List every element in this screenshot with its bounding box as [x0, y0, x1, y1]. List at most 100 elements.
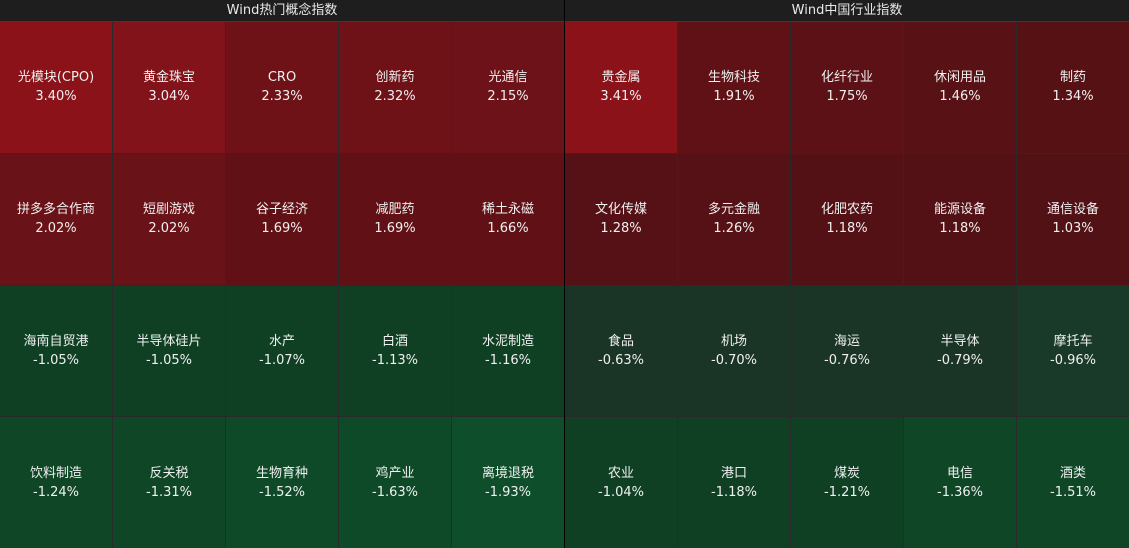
index-tile[interactable]: 生物科技 1.91%: [678, 22, 790, 153]
index-tile[interactable]: 食品 -0.63%: [565, 285, 677, 417]
index-tile[interactable]: 生物育种 -1.52%: [226, 417, 338, 548]
index-change-percent: 1.18%: [826, 221, 868, 237]
index-change-percent: 3.04%: [148, 89, 190, 105]
index-tile[interactable]: 水产 -1.07%: [226, 285, 338, 417]
index-tile[interactable]: 摩托车 -0.96%: [1017, 285, 1129, 417]
index-name: 水泥制造: [481, 333, 534, 349]
index-change-percent: -0.70%: [711, 352, 757, 368]
index-tile[interactable]: 电信 -1.36%: [904, 417, 1016, 548]
index-tile[interactable]: 化纤行业 1.75%: [791, 22, 903, 153]
index-change-percent: 1.75%: [826, 89, 868, 105]
index-name: 酒类: [1059, 465, 1086, 481]
index-tile[interactable]: 化肥农药 1.18%: [791, 153, 903, 285]
index-tile[interactable]: 离境退税 -1.93%: [452, 417, 564, 548]
index-tile[interactable]: 港口 -1.18%: [678, 417, 790, 548]
industry-index-title: Wind中国行业指数: [565, 0, 1129, 22]
index-tile[interactable]: 谷子经济 1.69%: [226, 153, 338, 285]
index-tile[interactable]: 半导体 -0.79%: [904, 285, 1016, 417]
index-change-percent: 1.91%: [713, 89, 755, 105]
index-tile[interactable]: 拼多多合作商 2.02%: [0, 153, 112, 285]
index-name: 短剧游戏: [142, 202, 195, 218]
index-tile[interactable]: 休闲用品 1.46%: [904, 22, 1016, 153]
index-name: 水产: [268, 333, 295, 349]
index-change-percent: -1.16%: [485, 352, 531, 368]
index-change-percent: 2.02%: [35, 221, 77, 237]
index-tile[interactable]: 创新药 2.32%: [339, 22, 451, 153]
index-tile[interactable]: 海运 -0.76%: [791, 285, 903, 417]
index-name: 农业: [607, 465, 634, 481]
index-change-percent: 2.15%: [487, 89, 529, 105]
index-change-percent: 2.33%: [261, 89, 303, 105]
index-name: 海南自贸港: [23, 333, 89, 349]
index-tile[interactable]: 饮料制造 -1.24%: [0, 417, 112, 548]
index-name: 文化传媒: [594, 202, 647, 218]
index-name: 减肥药: [375, 202, 415, 218]
index-name: 饮料制造: [29, 465, 82, 481]
index-change-percent: 1.69%: [261, 221, 303, 237]
index-name: 谷子经济: [255, 202, 308, 218]
index-tile[interactable]: 农业 -1.04%: [565, 417, 677, 548]
index-change-percent: -1.31%: [146, 484, 192, 500]
index-name: 通信设备: [1046, 202, 1099, 218]
index-tile[interactable]: 反关税 -1.31%: [113, 417, 225, 548]
index-tile[interactable]: 机场 -0.70%: [678, 285, 790, 417]
index-tile[interactable]: 减肥药 1.69%: [339, 153, 451, 285]
index-tile[interactable]: 黄金珠宝 3.04%: [113, 22, 225, 153]
index-name: 贵金属: [601, 70, 641, 86]
index-change-percent: 3.40%: [35, 89, 77, 105]
index-change-percent: -1.21%: [824, 484, 870, 500]
index-name: 半导体: [940, 333, 980, 349]
index-change-percent: -1.07%: [259, 352, 305, 368]
index-tile[interactable]: CRO 2.33%: [226, 22, 338, 153]
index-name: 鸡产业: [375, 465, 415, 481]
index-tile[interactable]: 通信设备 1.03%: [1017, 153, 1129, 285]
index-tile[interactable]: 鸡产业 -1.63%: [339, 417, 451, 548]
index-tile[interactable]: 光模块(CPO) 3.40%: [0, 22, 112, 153]
index-name: 反关税: [149, 465, 189, 481]
index-name: 机场: [720, 333, 747, 349]
index-name: 海运: [833, 333, 860, 349]
index-change-percent: -0.63%: [598, 352, 644, 368]
index-change-percent: 1.26%: [713, 221, 755, 237]
index-name: 生物育种: [255, 465, 308, 481]
index-tile[interactable]: 光通信 2.15%: [452, 22, 564, 153]
index-change-percent: 1.28%: [600, 221, 642, 237]
index-tile[interactable]: 制药 1.34%: [1017, 22, 1129, 153]
index-change-percent: 1.03%: [1052, 221, 1094, 237]
index-tile[interactable]: 能源设备 1.18%: [904, 153, 1016, 285]
index-tile[interactable]: 半导体硅片 -1.05%: [113, 285, 225, 417]
index-name: 白酒: [381, 333, 408, 349]
index-tile[interactable]: 贵金属 3.41%: [565, 22, 677, 153]
index-tile[interactable]: 稀土永磁 1.66%: [452, 153, 564, 285]
index-tile[interactable]: 文化传媒 1.28%: [565, 153, 677, 285]
index-name: 制药: [1059, 70, 1086, 86]
index-tile[interactable]: 水泥制造 -1.16%: [452, 285, 564, 417]
index-change-percent: 2.02%: [148, 221, 190, 237]
index-name: 摩托车: [1053, 333, 1093, 349]
index-name: 能源设备: [933, 202, 986, 218]
index-change-percent: -1.63%: [372, 484, 418, 500]
index-change-percent: -1.51%: [1050, 484, 1096, 500]
index-name: 稀土永磁: [481, 202, 534, 218]
index-tile[interactable]: 白酒 -1.13%: [339, 285, 451, 417]
index-change-percent: 1.18%: [939, 221, 981, 237]
index-change-percent: -1.13%: [372, 352, 418, 368]
index-name: 离境退税: [481, 465, 534, 481]
index-name: 半导体硅片: [136, 333, 202, 349]
index-tile[interactable]: 煤炭 -1.21%: [791, 417, 903, 548]
index-name: 光模块(CPO): [17, 70, 95, 86]
index-name: 创新药: [375, 70, 415, 86]
index-name: 食品: [607, 333, 634, 349]
index-tile[interactable]: 短剧游戏 2.02%: [113, 153, 225, 285]
index-change-percent: 1.46%: [939, 89, 981, 105]
index-tile[interactable]: 海南自贸港 -1.05%: [0, 285, 112, 417]
index-change-percent: 2.32%: [374, 89, 416, 105]
index-change-percent: -1.93%: [485, 484, 531, 500]
index-name: 化肥农药: [820, 202, 873, 218]
index-change-percent: -0.96%: [1050, 352, 1096, 368]
index-name: 港口: [720, 465, 747, 481]
index-change-percent: -1.24%: [33, 484, 79, 500]
index-tile[interactable]: 酒类 -1.51%: [1017, 417, 1129, 548]
index-tile[interactable]: 多元金融 1.26%: [678, 153, 790, 285]
